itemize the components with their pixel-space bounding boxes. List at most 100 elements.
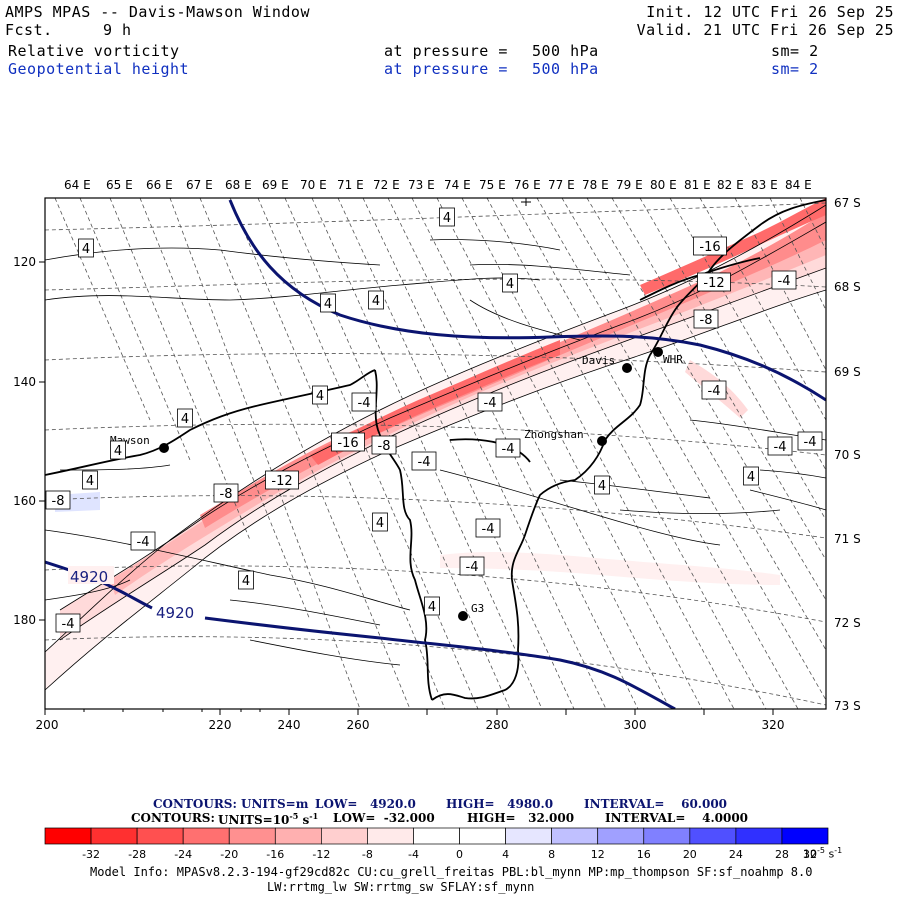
valid-time: Valid. 21 UTC Fri 26 Sep 25 [636,21,894,39]
contour1-low: LOW= 4920.0 [315,797,416,811]
y-tick-label: 160 [13,494,36,508]
field2-name: Geopotential height [8,60,190,78]
vorticity-label-box [110,440,126,460]
init-time: Init. 12 UTC Fri 26 Sep 25 [646,3,894,21]
contour1-high: HIGH= 4980.0 [446,797,554,811]
x-tick-label: 200 [36,718,59,732]
lon-label: 79 E [616,178,643,192]
station-label-whr: WHR [663,353,683,366]
field1-level-text: at pressure = [384,42,508,60]
vorticity-label-box [771,270,797,290]
forecast-value: 9 h [103,21,132,39]
top-ticks [521,198,531,206]
lon-label: 65 E [106,178,133,192]
station-label-zhongshan: Zhongshan [524,428,584,441]
vorticity-label: 4 [428,600,436,615]
colorbar-tick-label: -24 [174,848,192,861]
vorticity-label-box [368,290,384,310]
plot-frame [44,197,827,710]
lon-label: 67 E [186,178,213,192]
colorbar-tick-label: -8 [362,848,373,861]
lon-label: 84 E [785,178,812,192]
colorbar-tick-label: 12 [591,848,605,861]
vorticity-label: -8 [52,494,65,509]
colorbar-tick-label: 8 [548,848,555,861]
vorticity-label-box [594,475,610,495]
vorticity-label-box [371,435,397,455]
vorticity-label: -4 [482,522,495,537]
vorticity-label: 4 [747,470,755,485]
vorticity-label-box [351,392,377,412]
vorticity-label-box [477,392,503,412]
vorticity-label: 4 [86,474,94,489]
vorticity-label: 4 [372,294,380,309]
vorticity-label-box [475,518,501,538]
x-tick-label: 220 [209,718,232,732]
vorticity-label-box [331,432,365,452]
vorticity-label-box [693,236,727,256]
lon-label: 69 E [262,178,289,192]
lon-label: 80 E [650,178,677,192]
contour2-high: HIGH= 32.000 [467,811,575,825]
colorbar-tick-label: 20 [683,848,697,861]
vorticity-label: -4 [778,274,791,289]
lat-label: 70 S [834,448,861,462]
vorticity-label-box [439,207,455,227]
lon-label: 71 E [337,178,364,192]
lon-label: 68 E [225,178,252,192]
lon-label: 70 E [300,178,327,192]
vorticity-label: -4 [502,442,515,457]
y-tick-labels: 120 140 160 180 [13,255,36,627]
vorticity-label-box [797,431,823,451]
contour1-label: CONTOURS: [153,797,237,811]
lon-label: 74 E [444,178,471,192]
vorticity-label: -12 [271,474,292,489]
model-info-line1: Model Info: MPASv8.2.3-194-gf29cd82c CU:… [90,865,813,879]
colorbar-swatch [551,827,599,845]
colorbar-swatch [367,827,414,845]
vorticity-label-box [130,531,156,551]
colorbar-swatch [597,827,645,845]
vorticity-label-box [312,385,328,405]
lon-label: 77 E [548,178,575,192]
height-label: 4920 [156,604,194,622]
colorbar-swatch [321,827,368,845]
vorticity-label-box [177,408,193,428]
colorbar-tick-label: -20 [220,848,238,861]
field2-level-text: at pressure = [384,60,508,78]
lat-label: 68 S [834,280,861,294]
vorticity-label: -4 [484,396,497,411]
contour1-units: UNITS=m [241,797,309,811]
colorbar-swatch [505,827,552,845]
colorbar-tick-label: 4 [502,848,509,861]
y-tick-label: 140 [13,375,36,389]
vorticity-label: -16 [699,240,720,255]
contour1-interval: INTERVAL= 60.000 [584,797,728,811]
field2-level-value: 500 hPa [532,60,599,78]
station-marker-whr [653,347,663,357]
colorbar-tick-label: -16 [266,848,284,861]
colorbar-swatch [44,827,92,845]
x-tick-label: 260 [347,718,370,732]
station-label-g3: G3 [471,602,484,615]
x-tick-label: 300 [624,718,647,732]
colorbar-tick-label: -12 [312,848,330,861]
colorbar-tick-label: 24 [729,848,743,861]
colorbar-swatch [781,827,829,845]
y-tick-label: 120 [13,255,36,269]
station-marker-zhongshan [597,436,607,446]
station-marker-g3 [458,611,468,621]
vorticity-label-box [265,470,299,490]
field1-level-value: 500 hPa [532,42,599,60]
vorticity-label-box [213,483,239,503]
vorticity-label: 4 [324,297,332,312]
vorticity-label: -8 [378,439,391,454]
lon-label: 66 E [146,178,173,192]
vorticity-label: -16 [337,436,358,451]
lon-label: 81 E [684,178,711,192]
vorticity-label: 4 [443,211,451,226]
colorbar: -32 -28 -24 -20 -16 -12 -8 -4 0 4 8 12 16 20 24 28 32 [44,827,829,861]
vorticity-label-box [502,273,518,293]
colorbar-tick-label: -4 [408,848,419,861]
vorticity-label: -4 [358,396,371,411]
